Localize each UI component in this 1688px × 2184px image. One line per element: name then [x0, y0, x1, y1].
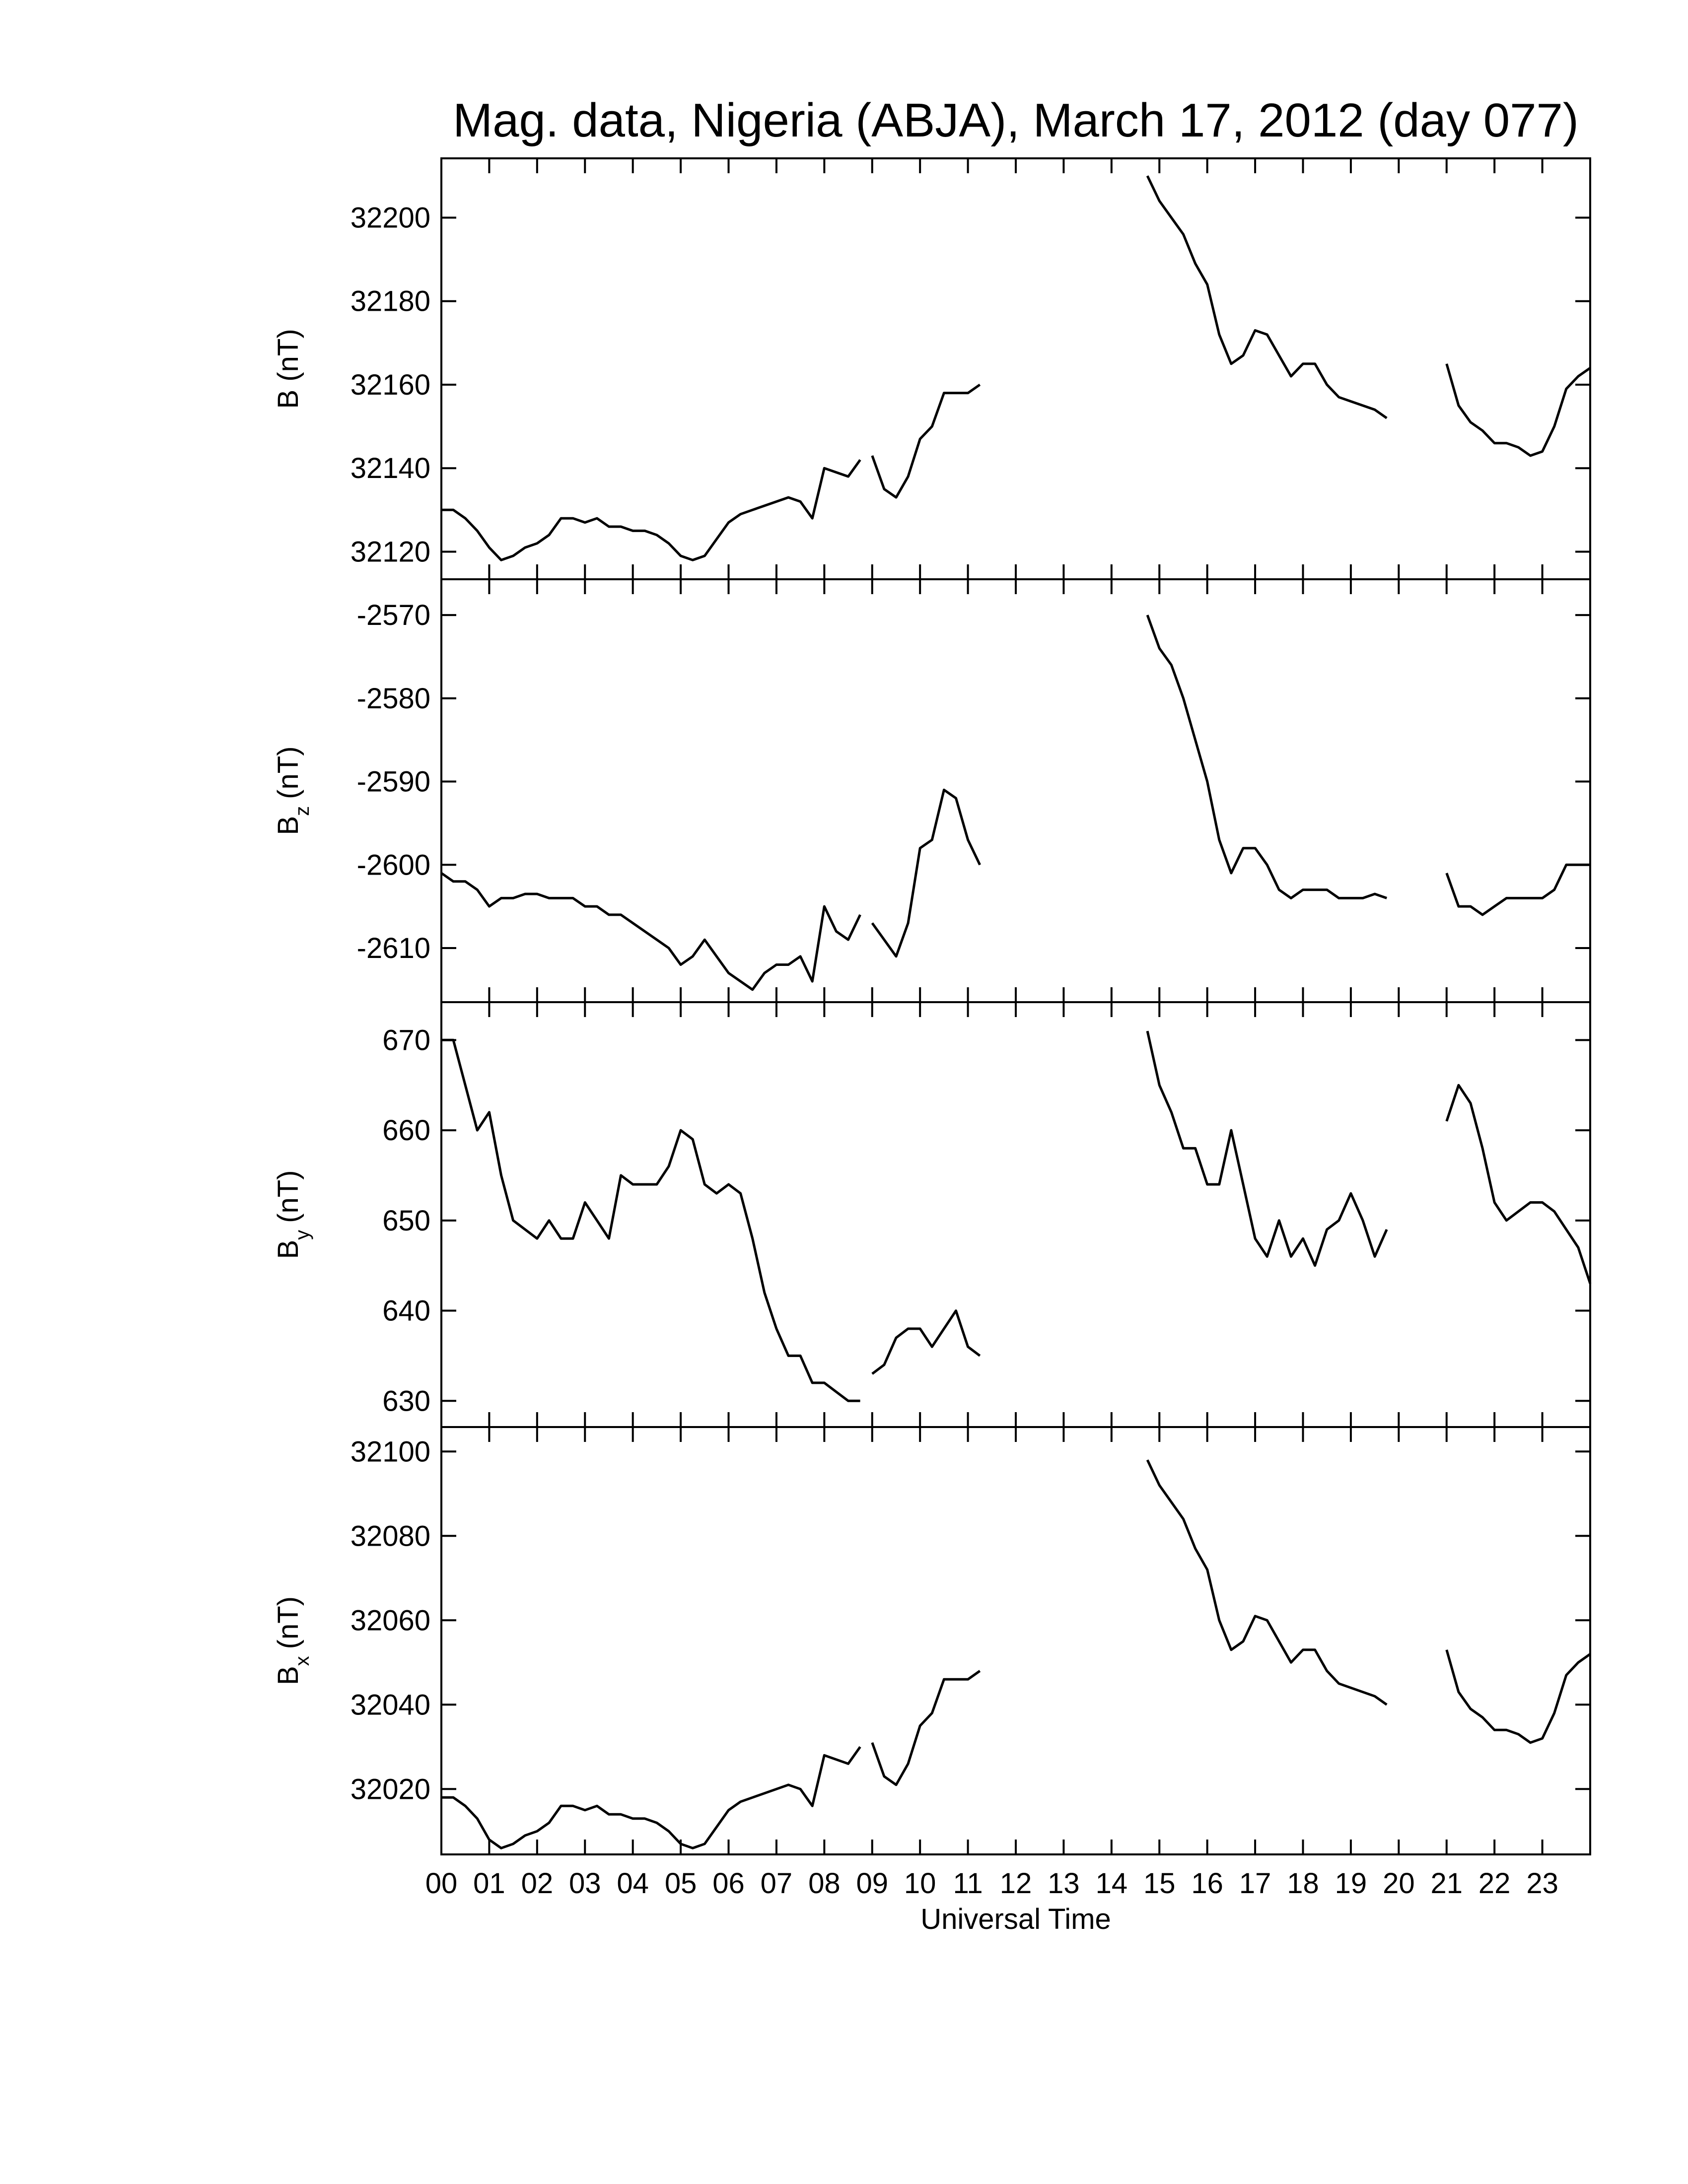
y-tick-label: 32060 [351, 1604, 430, 1637]
x-tick-label: 12 [1000, 1867, 1032, 1900]
x-tick-label: 03 [569, 1867, 601, 1900]
x-tick-label: 19 [1335, 1867, 1367, 1900]
chart-title: Mag. data, Nigeria (ABJA), March 17, 201… [453, 94, 1579, 147]
x-tick-label: 08 [808, 1867, 841, 1900]
x-tick-label: 09 [856, 1867, 888, 1900]
data-line [441, 175, 1591, 561]
x-tick-label: 23 [1526, 1867, 1558, 1900]
y-axis-label-subscript: z [291, 806, 313, 816]
y-tick-label: -2610 [357, 932, 430, 964]
x-tick-label: 10 [904, 1867, 936, 1900]
data-line [441, 1030, 1592, 1402]
x-tick-label: 18 [1287, 1867, 1319, 1900]
x-tick-label: 22 [1478, 1867, 1511, 1900]
y-axis-label: Bz (nT) [272, 746, 313, 835]
x-tick-label: 11 [953, 1867, 983, 1900]
x-tick-label: 00 [425, 1867, 458, 1900]
y-axis-label-symbol: B (nT) [272, 329, 304, 409]
y-tick-label: 630 [382, 1385, 430, 1417]
x-tick-label: 01 [473, 1867, 505, 1900]
y-tick-label: 32020 [351, 1773, 430, 1805]
x-tick-label: 06 [712, 1867, 745, 1900]
x-axis-label: Universal Time [920, 1903, 1111, 1935]
y-axis-label-unit: (nT) [272, 1596, 304, 1649]
x-tick-label: 02 [521, 1867, 554, 1900]
y-axis-label: Bx (nT) [272, 1596, 313, 1685]
y-tick-label: 32100 [351, 1435, 430, 1468]
x-tick-label: 20 [1383, 1867, 1415, 1900]
y-tick-label: 32160 [351, 369, 430, 401]
x-tick-label: 05 [665, 1867, 697, 1900]
y-tick-label: 32040 [351, 1689, 430, 1721]
y-tick-label: 670 [382, 1024, 430, 1056]
y-tick-label: 32200 [351, 202, 430, 234]
x-tick-label: 14 [1096, 1867, 1128, 1900]
x-tick-label: 15 [1143, 1867, 1176, 1900]
y-axis-label-unit: (nT) [272, 1170, 304, 1223]
plot-frame [440, 1426, 1591, 1855]
y-axis-label-subscript: x [291, 1656, 313, 1666]
plot-frame [440, 157, 1591, 580]
y-tick-label: 650 [382, 1205, 430, 1237]
x-tick-label: 16 [1191, 1867, 1223, 1900]
y-axis-label-symbol: B [272, 1240, 304, 1259]
y-axis-label-unit: (nT) [272, 746, 304, 799]
y-axis-label: By (nT) [272, 1170, 313, 1259]
y-axis-label-symbol: B [272, 1666, 304, 1685]
y-tick-label: -2580 [357, 682, 430, 715]
y-axis-label: B (nT) [272, 329, 304, 409]
x-tick-label: 13 [1048, 1867, 1080, 1900]
y-tick-label: 32140 [351, 452, 430, 484]
x-tick-label: 17 [1239, 1867, 1271, 1900]
y-tick-label: 660 [382, 1114, 430, 1147]
y-tick-label: -2570 [357, 599, 430, 631]
data-line [441, 1459, 1591, 1849]
data-line [440, 614, 1590, 991]
y-tick-label: 640 [382, 1295, 430, 1327]
y-tick-label: 32180 [351, 285, 430, 318]
x-tick-label: 04 [617, 1867, 649, 1900]
x-tick-label: 07 [761, 1867, 793, 1900]
y-tick-label: 32120 [351, 536, 430, 568]
y-tick-label: 32080 [351, 1520, 430, 1552]
plot-frame [440, 578, 1591, 1003]
y-tick-label: -2590 [357, 766, 430, 798]
y-axis-label-symbol: B [272, 816, 304, 835]
y-axis-label-subscript: y [291, 1230, 313, 1240]
x-tick-label: 21 [1430, 1867, 1463, 1900]
y-tick-label: -2600 [357, 849, 430, 881]
